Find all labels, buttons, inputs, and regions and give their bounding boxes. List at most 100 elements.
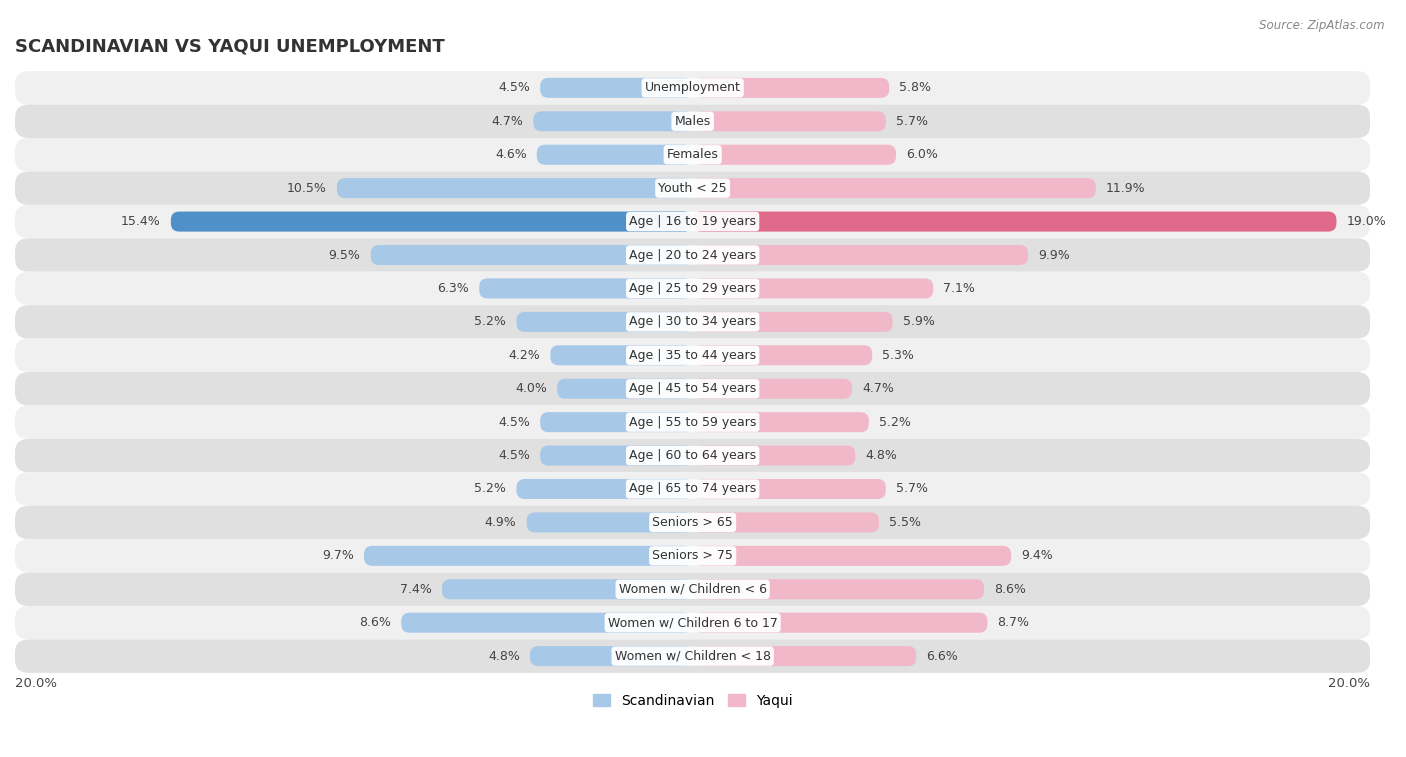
FancyBboxPatch shape — [693, 145, 896, 165]
Text: Females: Females — [666, 148, 718, 161]
FancyBboxPatch shape — [15, 238, 1371, 272]
FancyBboxPatch shape — [15, 205, 1371, 238]
Text: Age | 35 to 44 years: Age | 35 to 44 years — [628, 349, 756, 362]
FancyBboxPatch shape — [15, 640, 1371, 673]
FancyBboxPatch shape — [693, 412, 869, 432]
Text: 4.2%: 4.2% — [509, 349, 540, 362]
Text: Age | 25 to 29 years: Age | 25 to 29 years — [628, 282, 756, 295]
FancyBboxPatch shape — [15, 171, 1371, 205]
Text: Seniors > 75: Seniors > 75 — [652, 550, 733, 562]
Text: 20.0%: 20.0% — [1329, 677, 1371, 690]
FancyBboxPatch shape — [693, 479, 886, 499]
Text: Age | 60 to 64 years: Age | 60 to 64 years — [628, 449, 756, 462]
Text: 4.5%: 4.5% — [498, 81, 530, 95]
Text: Youth < 25: Youth < 25 — [658, 182, 727, 195]
FancyBboxPatch shape — [15, 138, 1371, 171]
FancyBboxPatch shape — [364, 546, 693, 566]
Text: 4.5%: 4.5% — [498, 449, 530, 462]
Text: Age | 16 to 19 years: Age | 16 to 19 years — [628, 215, 756, 228]
Text: 5.8%: 5.8% — [900, 81, 931, 95]
FancyBboxPatch shape — [693, 312, 893, 332]
FancyBboxPatch shape — [15, 606, 1371, 640]
FancyBboxPatch shape — [693, 612, 987, 633]
FancyBboxPatch shape — [172, 211, 693, 232]
Legend: Scandinavian, Yaqui: Scandinavian, Yaqui — [588, 688, 799, 713]
Text: Women w/ Children 6 to 17: Women w/ Children 6 to 17 — [607, 616, 778, 629]
FancyBboxPatch shape — [540, 78, 693, 98]
Text: 7.1%: 7.1% — [943, 282, 976, 295]
Text: Women w/ Children < 6: Women w/ Children < 6 — [619, 583, 766, 596]
FancyBboxPatch shape — [693, 78, 889, 98]
FancyBboxPatch shape — [550, 345, 693, 366]
FancyBboxPatch shape — [527, 512, 693, 532]
Text: 15.4%: 15.4% — [121, 215, 160, 228]
FancyBboxPatch shape — [15, 338, 1371, 372]
Text: 5.5%: 5.5% — [889, 516, 921, 529]
Text: Source: ZipAtlas.com: Source: ZipAtlas.com — [1260, 19, 1385, 32]
Text: 4.0%: 4.0% — [515, 382, 547, 395]
Text: 10.5%: 10.5% — [287, 182, 326, 195]
Text: Age | 20 to 24 years: Age | 20 to 24 years — [628, 248, 756, 261]
FancyBboxPatch shape — [693, 646, 917, 666]
Text: 9.5%: 9.5% — [329, 248, 360, 261]
Text: 9.7%: 9.7% — [322, 550, 354, 562]
Text: 6.0%: 6.0% — [905, 148, 938, 161]
FancyBboxPatch shape — [15, 272, 1371, 305]
Text: 5.7%: 5.7% — [896, 115, 928, 128]
Text: Age | 55 to 59 years: Age | 55 to 59 years — [628, 416, 756, 428]
FancyBboxPatch shape — [693, 211, 1337, 232]
FancyBboxPatch shape — [15, 572, 1371, 606]
FancyBboxPatch shape — [516, 479, 693, 499]
FancyBboxPatch shape — [15, 71, 1371, 104]
Text: 9.4%: 9.4% — [1021, 550, 1053, 562]
Text: 8.6%: 8.6% — [994, 583, 1026, 596]
Text: SCANDINAVIAN VS YAQUI UNEMPLOYMENT: SCANDINAVIAN VS YAQUI UNEMPLOYMENT — [15, 38, 444, 56]
FancyBboxPatch shape — [693, 111, 886, 131]
Text: 4.5%: 4.5% — [498, 416, 530, 428]
FancyBboxPatch shape — [693, 512, 879, 532]
FancyBboxPatch shape — [693, 345, 872, 366]
Text: 6.6%: 6.6% — [927, 650, 959, 662]
Text: 5.9%: 5.9% — [903, 316, 935, 329]
Text: Women w/ Children < 18: Women w/ Children < 18 — [614, 650, 770, 662]
Text: 11.9%: 11.9% — [1107, 182, 1146, 195]
Text: 4.8%: 4.8% — [866, 449, 897, 462]
FancyBboxPatch shape — [401, 612, 693, 633]
FancyBboxPatch shape — [479, 279, 693, 298]
FancyBboxPatch shape — [337, 178, 693, 198]
FancyBboxPatch shape — [693, 579, 984, 600]
Text: 9.9%: 9.9% — [1038, 248, 1070, 261]
FancyBboxPatch shape — [15, 472, 1371, 506]
FancyBboxPatch shape — [693, 446, 855, 466]
Text: 6.3%: 6.3% — [437, 282, 470, 295]
Text: 7.4%: 7.4% — [399, 583, 432, 596]
Text: 4.6%: 4.6% — [495, 148, 527, 161]
Text: 8.6%: 8.6% — [359, 616, 391, 629]
Text: 19.0%: 19.0% — [1347, 215, 1386, 228]
FancyBboxPatch shape — [693, 378, 852, 399]
Text: 20.0%: 20.0% — [15, 677, 58, 690]
FancyBboxPatch shape — [15, 439, 1371, 472]
Text: Males: Males — [675, 115, 711, 128]
FancyBboxPatch shape — [540, 412, 693, 432]
Text: Age | 65 to 74 years: Age | 65 to 74 years — [628, 482, 756, 496]
Text: 4.7%: 4.7% — [862, 382, 894, 395]
FancyBboxPatch shape — [371, 245, 693, 265]
FancyBboxPatch shape — [537, 145, 693, 165]
FancyBboxPatch shape — [15, 406, 1371, 439]
Text: 5.7%: 5.7% — [896, 482, 928, 496]
FancyBboxPatch shape — [15, 506, 1371, 539]
Text: 5.2%: 5.2% — [879, 416, 911, 428]
FancyBboxPatch shape — [557, 378, 693, 399]
FancyBboxPatch shape — [530, 646, 693, 666]
Text: Age | 45 to 54 years: Age | 45 to 54 years — [628, 382, 756, 395]
Text: 4.8%: 4.8% — [488, 650, 520, 662]
FancyBboxPatch shape — [693, 546, 1011, 566]
Text: 8.7%: 8.7% — [998, 616, 1029, 629]
FancyBboxPatch shape — [693, 245, 1028, 265]
FancyBboxPatch shape — [540, 446, 693, 466]
FancyBboxPatch shape — [693, 178, 1095, 198]
FancyBboxPatch shape — [516, 312, 693, 332]
FancyBboxPatch shape — [15, 539, 1371, 572]
FancyBboxPatch shape — [533, 111, 693, 131]
